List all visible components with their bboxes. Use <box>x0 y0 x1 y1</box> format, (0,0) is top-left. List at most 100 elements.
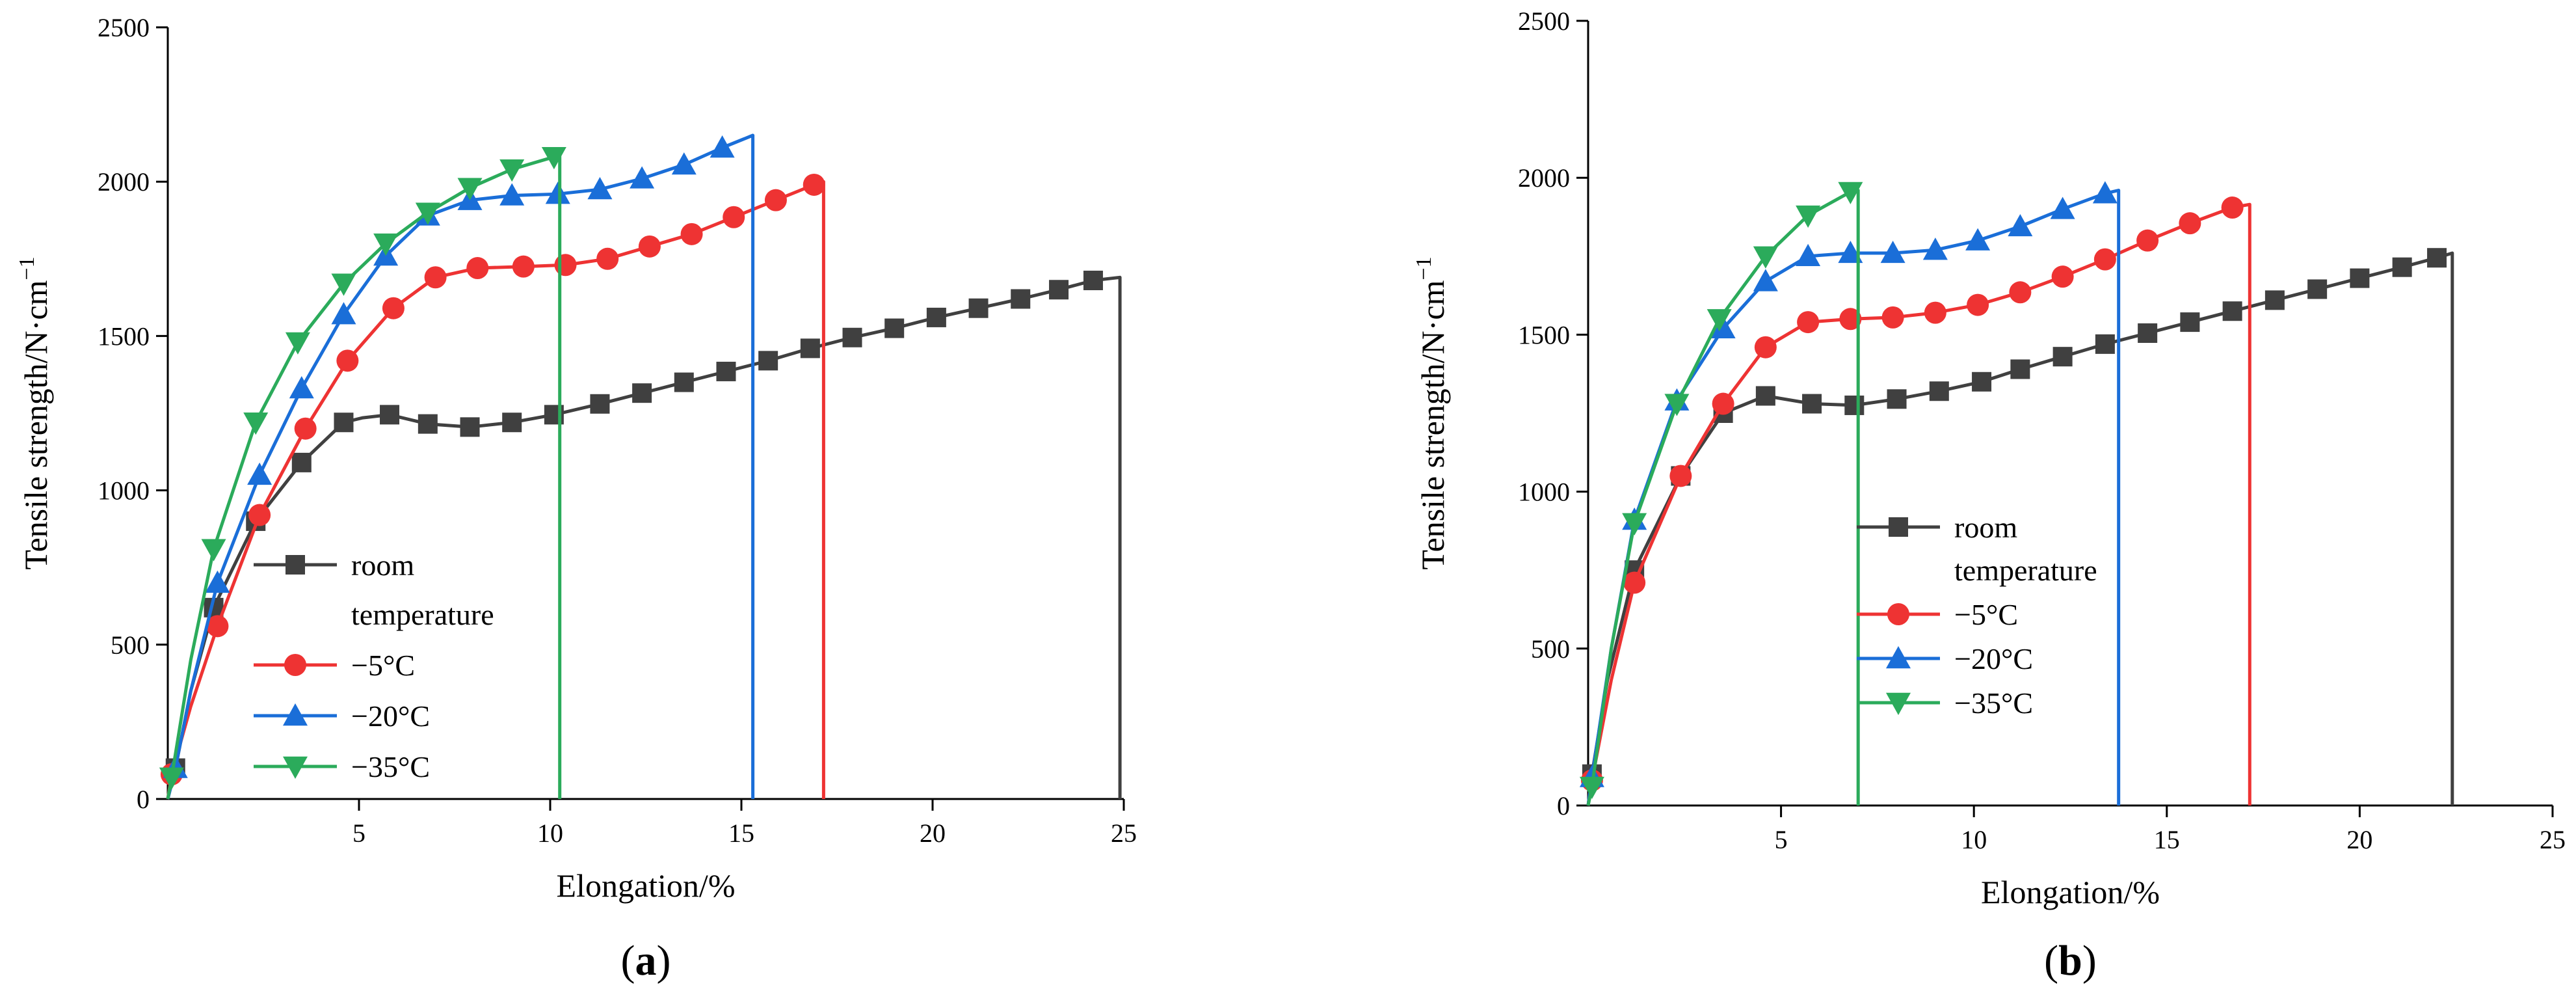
chart-panel-a: 0 500 1000 1500 2000 2500 5 10 15 20 25 Elongation/… <box>15 13 1137 984</box>
data-point <box>1664 394 1690 416</box>
legend-item: −20°C <box>254 699 430 733</box>
data-point <box>554 254 577 277</box>
data-point <box>1838 182 1863 204</box>
data-point <box>1712 392 1734 415</box>
data-point <box>2092 181 2118 204</box>
data-point <box>545 182 570 204</box>
data-point <box>884 318 905 338</box>
x-tick-label: 10 <box>1961 825 1987 854</box>
panel-label: (b) <box>2044 937 2097 984</box>
x-tick-label: 20 <box>2346 825 2372 854</box>
data-point <box>499 183 525 206</box>
data-point <box>2392 257 2412 277</box>
data-point <box>2179 212 2201 235</box>
legend-label: temperature <box>351 598 494 631</box>
x-tick-label: 15 <box>2154 825 2180 854</box>
data-point <box>2427 248 2447 268</box>
series-line <box>1586 202 2251 806</box>
legend: room temperature −5°C −20°C −35°C <box>1857 511 2097 720</box>
data-point <box>460 417 480 437</box>
data-point <box>2051 265 2074 288</box>
data-point <box>2009 281 2032 304</box>
x-tick-label: 20 <box>920 819 946 848</box>
data-point <box>336 349 359 372</box>
series-line <box>166 275 1122 800</box>
data-point <box>587 177 613 200</box>
x-tick-label: 25 <box>1111 819 1137 848</box>
series-2 <box>160 173 825 800</box>
legend-label: −20°C <box>1954 642 2033 675</box>
y-tick-label: 2500 <box>1518 7 1570 36</box>
legend-label: −35°C <box>1954 686 2033 720</box>
data-point <box>1922 237 1948 260</box>
data-point <box>596 247 619 270</box>
data-point <box>2136 229 2159 252</box>
data-point <box>590 394 610 414</box>
data-point <box>247 462 272 485</box>
data-point <box>334 413 354 433</box>
data-point <box>1710 316 1736 338</box>
legend-label: room <box>351 548 414 582</box>
legend-marker <box>1889 517 1908 537</box>
data-point <box>1881 306 1904 329</box>
legend: room temperature −5°C −20°C −35°C <box>254 548 494 783</box>
data-point <box>1929 381 1949 401</box>
data-point <box>1796 205 1821 228</box>
data-point <box>382 297 405 319</box>
data-point <box>674 372 694 392</box>
data-point <box>206 615 229 638</box>
data-point <box>842 327 862 347</box>
data-point <box>1796 243 1821 266</box>
data-point <box>1965 228 1991 251</box>
data-point <box>1972 372 1992 392</box>
data-point <box>680 223 703 245</box>
y-axis-title: Tensile strength/N·cm−1 <box>15 256 54 569</box>
series-2 <box>1580 196 2251 806</box>
data-point <box>1579 776 1604 800</box>
x-axis-title: Elongation/% <box>557 867 736 904</box>
data-point <box>512 255 535 278</box>
data-point <box>671 152 697 175</box>
data-point <box>2052 347 2073 367</box>
legend-label: −20°C <box>351 699 430 733</box>
data-point <box>418 414 438 434</box>
data-point <box>415 202 440 225</box>
legend-item: −35°C <box>254 750 430 783</box>
data-point <box>1839 308 1862 331</box>
legend-marker <box>1886 692 1911 715</box>
data-point <box>331 302 356 325</box>
legend-item: −5°C <box>1857 598 2018 631</box>
data-point <box>424 266 447 289</box>
series-3 <box>1579 181 2121 806</box>
data-point <box>2095 334 2115 354</box>
data-point <box>764 189 787 211</box>
data-point <box>968 298 989 318</box>
data-point <box>2221 196 2244 219</box>
data-point <box>380 405 400 425</box>
chart-panel-b: 0 500 1000 1500 2000 2500 5 10 15 20 25 Elongation/… <box>1412 7 2566 984</box>
data-point <box>1924 301 1946 324</box>
data-point <box>1753 246 1778 269</box>
data-point <box>758 351 778 371</box>
series-line <box>1586 189 2121 806</box>
legend-item: −5°C <box>254 649 415 682</box>
data-point <box>1049 280 1069 300</box>
data-point <box>2264 290 2285 310</box>
data-point <box>2008 213 2033 237</box>
y-tick-label: 0 <box>1557 791 1570 820</box>
legend-label: −5°C <box>1954 598 2018 631</box>
legend-marker <box>284 654 306 676</box>
data-point <box>2222 301 2242 321</box>
series-4 <box>1579 182 1863 806</box>
data-point <box>289 376 314 399</box>
legend-label: room <box>1954 511 2017 544</box>
data-point <box>2350 268 2370 288</box>
data-point <box>1887 389 1907 409</box>
data-point <box>373 233 399 256</box>
y-axis-title-superscript: −1 <box>1412 256 1436 280</box>
data-point <box>2010 359 2030 379</box>
series-4 <box>159 147 566 800</box>
data-point <box>541 147 566 170</box>
data-point <box>803 173 825 196</box>
